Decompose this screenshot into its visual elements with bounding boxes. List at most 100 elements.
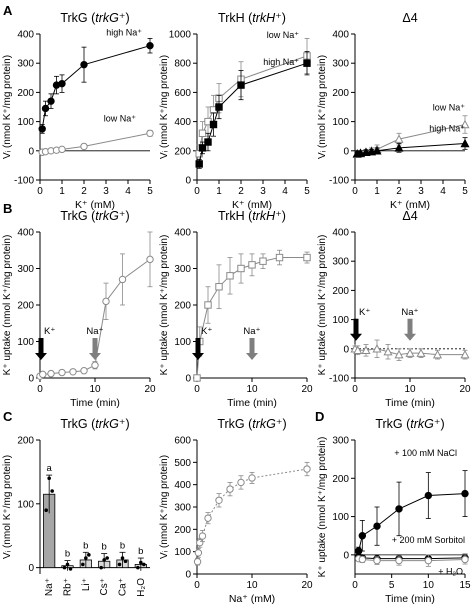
data-point <box>226 485 234 493</box>
y-tick-label: 0 <box>185 570 191 581</box>
significance-letter: b <box>138 546 143 557</box>
y-axis-label: Vᵢ (nmol K⁺/mg protein) <box>159 455 170 559</box>
x-axis-label: K⁺ (mM) <box>75 199 115 211</box>
y-axis-label: K⁺ uptake (nmol K⁺/mg protein) <box>2 235 13 376</box>
series-label: high Na⁺ <box>429 124 465 134</box>
arrow-label: K⁺ <box>201 326 212 337</box>
chart-title-part: ⁺) <box>119 11 130 25</box>
data-point <box>198 129 207 137</box>
y-axis: -100 0 100 200 300 400 <box>329 228 356 385</box>
arrow-marker <box>350 318 362 341</box>
chart-title-part: ⁺) <box>119 417 130 431</box>
y-tick-label: 200 <box>332 286 349 297</box>
chart-title-part: trkH <box>252 11 276 25</box>
chart-title-part: trkG <box>95 417 119 431</box>
y-tick-label: 400 <box>332 30 349 41</box>
significance-letter: b <box>65 549 70 560</box>
arrow-label: Na⁺ <box>401 307 418 318</box>
y-tick-label: 200 <box>174 301 191 312</box>
arrow-label: Na⁺ <box>86 326 103 337</box>
y-tick-label: 400 <box>174 480 191 491</box>
y-tick-label: 400 <box>17 228 34 239</box>
series-line <box>197 468 308 562</box>
y-tick-label: 300 <box>332 257 349 268</box>
x-tick-label: 1 <box>59 186 65 197</box>
data-point <box>424 556 433 565</box>
data-point <box>460 119 470 129</box>
y-tick-label: 100 <box>174 547 191 558</box>
chart-title-part: TrkH ( <box>218 209 253 223</box>
series-label: high Na⁺ <box>106 28 142 38</box>
x-tick-label: 2 <box>396 186 402 197</box>
x-axis: 0 10 20 <box>352 377 471 395</box>
x-tick-label: 0 <box>37 186 43 197</box>
data-point <box>193 558 202 566</box>
y-tick-label: 200 <box>174 525 191 536</box>
chart-title: Δ4 <box>402 11 417 25</box>
data-point <box>237 264 245 273</box>
data-point <box>394 134 404 143</box>
data-point <box>80 60 88 69</box>
data-point <box>432 349 443 359</box>
chart-title-part: ⁺) <box>275 11 286 25</box>
data-point <box>58 368 66 377</box>
chart-title: TrkG (trkG⁺) <box>217 417 286 431</box>
data-point <box>58 145 66 154</box>
chart-title: TrkH (trkH⁺) <box>218 11 286 25</box>
y-tick-label: 200 <box>17 88 34 99</box>
data-point <box>395 505 403 513</box>
x-tick-label: 10 <box>89 384 101 395</box>
chart-title-part: TrkG ( <box>60 11 96 25</box>
x-axis: 0 1 2 3 4 5 <box>194 179 310 197</box>
y-tick-label: 400 <box>174 228 191 239</box>
y-tick-label: 0 <box>28 374 34 385</box>
y-tick-label: 100 <box>174 337 191 348</box>
chart-title-part: trkG <box>95 209 119 223</box>
chart-title-part: ⁺) <box>119 209 130 223</box>
data-point <box>303 59 311 67</box>
x-tick-label: 0 <box>194 384 200 395</box>
data-point <box>146 255 154 264</box>
y-tick-label: 300 <box>17 264 34 275</box>
series-label: + H₂O <box>438 567 463 577</box>
panel-letter-c: C <box>3 409 13 424</box>
y-tick-label: 0 <box>185 176 191 187</box>
x-tick-label: 2 <box>81 186 87 197</box>
chart-title: TrkG (trkG⁺) <box>60 11 129 25</box>
data-point <box>303 253 311 262</box>
data-point <box>193 374 201 382</box>
series-1 <box>193 461 311 566</box>
x-tick-label: 5 <box>147 186 153 197</box>
x-tick-label: 2 <box>238 186 244 197</box>
y-axis: 0 100 200 300 400 <box>174 228 198 385</box>
y-tick-label: 100 <box>17 499 34 510</box>
series-2: high Na⁺ <box>195 51 311 169</box>
bar-point <box>123 559 128 564</box>
y-axis-label: K⁺ uptake (nmol K⁺/mg protein) <box>317 437 328 578</box>
y-tick-label: 100 <box>332 512 349 523</box>
data-point <box>198 144 207 152</box>
y-tick-label: 500 <box>174 458 191 469</box>
data-point <box>373 556 381 565</box>
data-point <box>416 348 426 357</box>
bar-point <box>50 489 54 493</box>
data-point <box>47 369 55 378</box>
x-tick-label: 5 <box>462 186 468 197</box>
y-tick-label: 300 <box>332 59 349 70</box>
data-point <box>204 301 212 309</box>
data-point <box>424 491 433 500</box>
bar-point <box>105 556 109 560</box>
series-2: low Na⁺ <box>38 113 154 156</box>
bar-point <box>47 476 51 481</box>
x-tick-label: 1 <box>216 186 222 197</box>
y-tick-label: -100 <box>14 176 34 187</box>
x-tick-label: 3 <box>418 186 424 197</box>
x-tick-label: 4 <box>440 186 446 197</box>
x-tick-label: 0 <box>194 580 200 591</box>
chart-title-part: trkG <box>252 417 276 431</box>
